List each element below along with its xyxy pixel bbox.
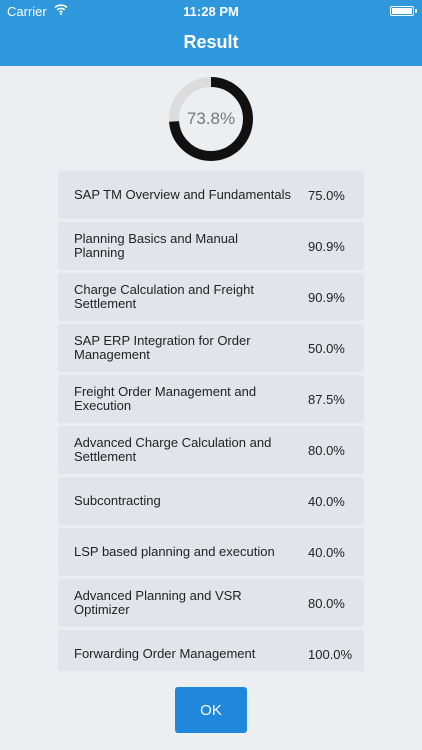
result-topic-name: Planning Basics and Manual Planning: [74, 231, 239, 260]
page-title: Result: [183, 32, 239, 52]
battery-icon: [390, 6, 417, 16]
result-percent: 80.0%: [308, 595, 345, 611]
result-topic-name: Charge Calculation and Freight Settlemen…: [74, 282, 254, 311]
result-percent: 87.5%: [308, 391, 345, 407]
status-bar: Carrier 11:28 PM: [0, 0, 422, 22]
result-topic-name: LSP based planning and execution: [74, 544, 275, 559]
wifi-icon: [54, 3, 68, 18]
result-percent: 80.0%: [308, 442, 345, 458]
results-list[interactable]: SAP TM Overview and Fundamentals 75.0% Pla…: [58, 171, 364, 671]
result-row: Charge Calculation and Freight Settlemen…: [58, 273, 364, 321]
result-row: Planning Basics and Manual Planning 90.9%: [58, 222, 364, 270]
result-row: Freight Order Management and Execution 87…: [58, 375, 364, 423]
result-row: SAP ERP Integration for Order Management…: [58, 324, 364, 372]
ok-button[interactable]: OK: [175, 687, 247, 733]
result-percent: 90.9%: [308, 238, 345, 254]
result-topic-name: Freight Order Management and Execution: [74, 384, 257, 413]
result-topic-name: Subcontracting: [74, 493, 161, 508]
result-row: Forwarding Order Management 100.0%: [58, 630, 364, 671]
result-row: LSP based planning and execution 40.0%: [58, 528, 364, 576]
result-percent: 100.0%: [308, 646, 353, 662]
result-percent: 75.0%: [308, 187, 345, 203]
result-percent: 50.0%: [308, 340, 345, 356]
result-percent: 40.0%: [308, 493, 345, 509]
score-donut-chart: [169, 77, 253, 161]
result-topic-name: Advanced Charge Calculation and Settleme…: [74, 435, 272, 464]
result-percent: 90.9%: [308, 289, 345, 305]
result-topic-name: Forwarding Order Management: [74, 646, 256, 661]
navigation-bar: Carrier 11:28 PM Result: [0, 0, 422, 66]
result-row: SAP TM Overview and Fundamentals 75.0%: [58, 171, 364, 219]
result-topic-name: SAP ERP Integration for Order Management: [74, 333, 251, 362]
score-label: 73.8%: [186, 109, 236, 128]
result-row: Advanced Charge Calculation and Settleme…: [58, 426, 364, 474]
result-row: Advanced Planning and VSR Optimizer 80.0%: [58, 579, 364, 627]
result-row: Subcontracting 40.0%: [58, 477, 364, 525]
carrier-label: Carrier: [7, 4, 47, 19]
result-topic-name: Advanced Planning and VSR Optimizer: [74, 588, 242, 617]
donut-arc: [169, 77, 253, 161]
status-time: 11:28 PM: [183, 4, 239, 19]
result-percent: 40.0%: [308, 544, 345, 560]
result-topic-name: SAP TM Overview and Fundamentals: [74, 187, 292, 202]
